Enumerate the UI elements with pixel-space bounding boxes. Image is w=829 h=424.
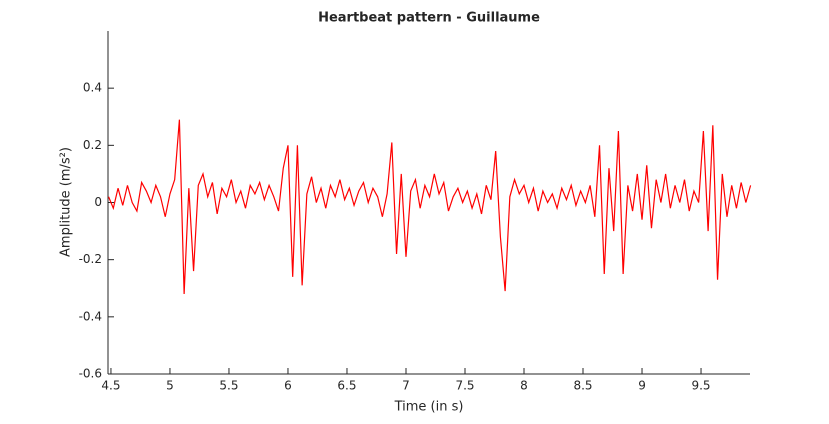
x-tick-label: 5: [166, 379, 174, 393]
x-axis-label: Time (in s): [394, 400, 464, 415]
x-tick-label: 8.5: [573, 379, 592, 393]
y-tick-label: 0.4: [83, 81, 102, 95]
y-tick-label: 0: [94, 195, 102, 209]
x-tick-label: 4.5: [101, 379, 120, 393]
chart-title: Heartbeat pattern - Guillaume: [318, 11, 540, 26]
y-tick-label: -0.4: [79, 309, 102, 323]
x-tick-label: 9.5: [691, 379, 710, 393]
data-line: [108, 119, 752, 294]
y-tick-label: -0.2: [79, 252, 102, 266]
x-tick-label: 5.5: [219, 379, 238, 393]
y-tick-label: 0.2: [83, 138, 102, 152]
y-axis-label: Amplitude (m/s²): [59, 147, 74, 257]
x-tick-label: 6: [284, 379, 292, 393]
x-tick-label: 8: [520, 379, 528, 393]
y-tick-label: -0.6: [79, 367, 102, 381]
x-tick-label: 7.5: [455, 379, 474, 393]
x-tick-label: 9: [638, 379, 646, 393]
x-tick-label: 7: [402, 379, 410, 393]
x-tick-label: 6.5: [337, 379, 356, 393]
